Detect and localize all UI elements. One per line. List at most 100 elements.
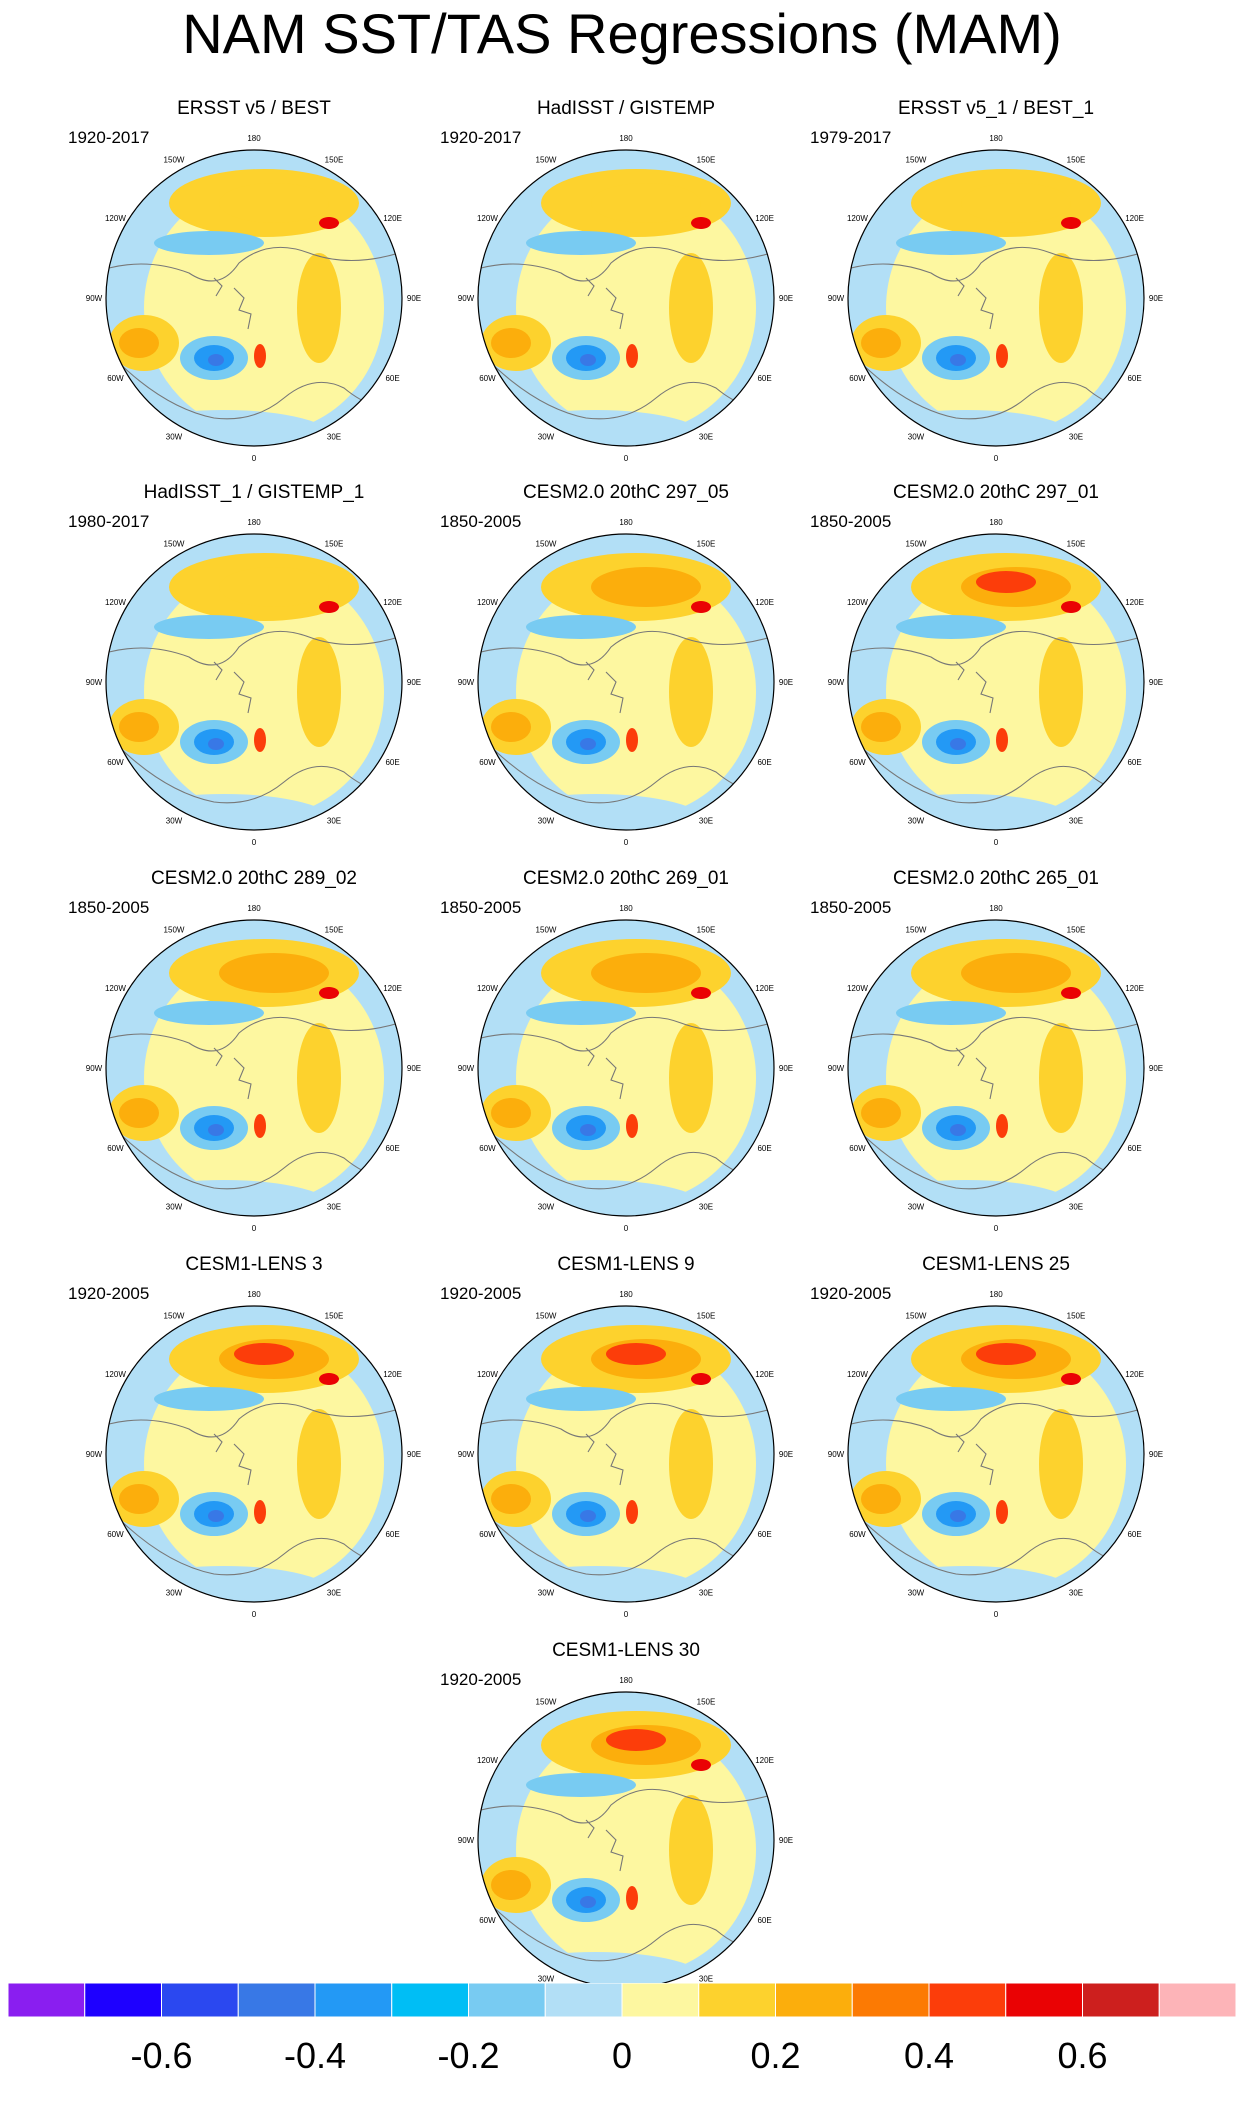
longitude-label: 180	[989, 1290, 1003, 1299]
colorbar-swatch	[84, 1983, 162, 2017]
longitude-label: 90E	[407, 1064, 421, 1073]
shading-layer	[106, 920, 402, 1216]
colorbar-swatch	[698, 1983, 776, 2017]
shading-layer	[478, 1306, 774, 1602]
longitude-label: 150W	[536, 1311, 557, 1320]
longitude-label: 150W	[164, 925, 185, 934]
longitude-label: 90E	[779, 294, 793, 303]
longitude-label: 60W	[479, 1144, 496, 1153]
longitude-label: 60W	[849, 758, 866, 767]
longitude-label: 60W	[479, 1916, 496, 1925]
longitude-label: 90E	[779, 678, 793, 687]
longitude-label: 30E	[699, 433, 713, 442]
longitude-label: 60W	[479, 758, 496, 767]
colorbar	[8, 1983, 1236, 2017]
longitude-label: 60E	[1127, 758, 1141, 767]
longitude-label: 180	[619, 518, 633, 527]
longitude-label: 180	[247, 904, 261, 913]
longitude-label: 150W	[164, 1311, 185, 1320]
longitude-label: 30E	[327, 817, 341, 826]
longitude-label: 120W	[847, 984, 868, 993]
shading-layer	[106, 534, 402, 830]
panel-title: ERSST v5 / BEST	[177, 98, 331, 119]
longitude-label: 30W	[908, 1589, 925, 1598]
polar-map: 180 150E 120E 90E 60E 30E 0 30W 60W 90W 120W 150W	[828, 904, 1163, 1233]
panel-title: CESM2.0 20thC 289_02	[151, 868, 357, 889]
longitude-label: 120W	[477, 598, 498, 607]
longitude-label: 0	[994, 454, 999, 463]
longitude-label: 150E	[1067, 925, 1086, 934]
longitude-label: 90W	[86, 1450, 103, 1459]
longitude-label: 90W	[828, 678, 845, 687]
coastline	[108, 1402, 402, 1576]
longitude-label: 30E	[1069, 433, 1083, 442]
longitude-label: 150E	[697, 539, 716, 548]
longitude-label: 150E	[325, 539, 344, 548]
longitude-label: 150W	[164, 155, 185, 164]
polar-map: 180 150E 120E 90E 60E 30E 0 30W 60W 90W 120W 150W	[86, 134, 421, 463]
longitude-label: 180	[247, 518, 261, 527]
longitude-label: 150W	[536, 925, 557, 934]
longitude-label: 60E	[385, 1144, 399, 1153]
colorbar-tick-label: 0.2	[750, 2035, 801, 2076]
longitude-label: 120W	[847, 1370, 868, 1379]
coastline	[108, 1016, 402, 1190]
longitude-label: 30W	[166, 1589, 183, 1598]
longitude-label: 90E	[1149, 1064, 1163, 1073]
map-panel: CESM2.0 20thC 265_01 1850-2005 180 150E 120E…	[806, 868, 1186, 1248]
coastline	[480, 1016, 774, 1190]
longitude-label: 0	[994, 1610, 999, 1619]
panel-period: 1850-2005	[810, 512, 892, 531]
coastline	[480, 246, 774, 420]
longitude-label: 150E	[325, 1311, 344, 1320]
map-panel: CESM1-LENS 9 1920-2005 180 150E 120E 90E 60E 30…	[436, 1254, 816, 1634]
colorbar-swatch	[621, 1983, 700, 2017]
longitude-label: 150E	[325, 925, 344, 934]
longitude-label: 30E	[1069, 1589, 1083, 1598]
longitude-label: 120E	[383, 1370, 402, 1379]
longitude-label: 90W	[86, 294, 103, 303]
longitude-label: 90W	[828, 1450, 845, 1459]
longitude-label: 120E	[1125, 214, 1144, 223]
longitude-label: 0	[252, 1610, 257, 1619]
panel-title: HadISST_1 / GISTEMP_1	[143, 482, 365, 503]
longitude-label: 120W	[105, 598, 126, 607]
longitude-label: 0	[994, 838, 999, 847]
longitude-label: 30E	[327, 433, 341, 442]
longitude-label: 60E	[757, 1530, 771, 1539]
longitude-label: 60E	[1127, 374, 1141, 383]
coastline	[850, 1016, 1144, 1190]
longitude-label: 30W	[538, 1203, 555, 1212]
longitude-label: 90E	[1149, 678, 1163, 687]
longitude-label: 120W	[105, 1370, 126, 1379]
longitude-label: 0	[252, 1224, 257, 1233]
longitude-label: 90W	[86, 1064, 103, 1073]
longitude-label: 180	[989, 904, 1003, 913]
longitude-label: 150E	[1067, 155, 1086, 164]
colorbar-tick-label: -0.2	[437, 2035, 500, 2076]
longitude-label: 60W	[107, 374, 124, 383]
longitude-label: 60E	[757, 758, 771, 767]
longitude-label: 120W	[477, 984, 498, 993]
longitude-label: 120W	[105, 984, 126, 993]
panel-period: 1920-2017	[440, 128, 522, 147]
longitude-label: 180	[989, 134, 1003, 143]
shading-layer	[106, 1306, 402, 1602]
longitude-label: 30W	[908, 1203, 925, 1212]
coastline	[480, 1402, 774, 1576]
longitude-label: 120E	[755, 1756, 774, 1765]
longitude-label: 30W	[166, 433, 183, 442]
longitude-label: 60W	[107, 1530, 124, 1539]
map-panel: CESM2.0 20thC 297_01 1850-2005 180 150E 120E…	[806, 482, 1186, 862]
longitude-label: 180	[247, 1290, 261, 1299]
polar-map: 180 150E 120E 90E 60E 30E 0 30W 60W 90W 120W 150W	[828, 1290, 1163, 1619]
panel-period: 1920-2005	[440, 1670, 522, 1689]
longitude-label: 30W	[538, 817, 555, 826]
panel-title: CESM1-LENS 9	[557, 1254, 695, 1275]
polar-map: 180 150E 120E 90E 60E 30E 0 30W 60W 90W 120W 150W	[458, 1290, 793, 1619]
shading-layer	[848, 1306, 1144, 1602]
panel-period: 1920-2005	[810, 1284, 892, 1303]
panel-title: ERSST v5_1 / BEST_1	[897, 98, 1095, 119]
longitude-label: 90W	[828, 294, 845, 303]
coastline	[850, 1402, 1144, 1576]
